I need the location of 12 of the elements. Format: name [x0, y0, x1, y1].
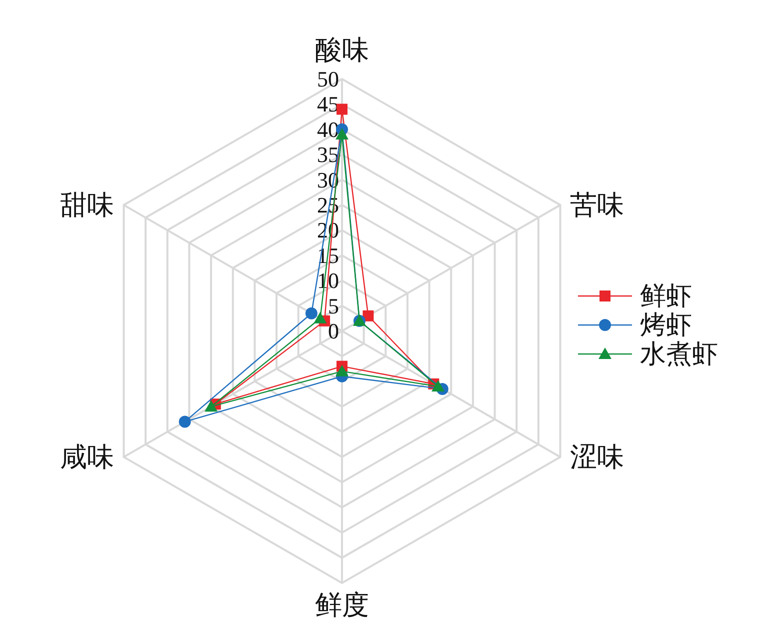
legend-label: 水煮虾 [640, 340, 718, 368]
legend-label: 烤虾 [640, 310, 692, 340]
spoke-label: 咸味 [60, 442, 114, 472]
legend-label: 鲜虾 [640, 282, 692, 310]
spoke-label: 鲜度 [315, 590, 369, 620]
y-tick-label: 5 [328, 293, 339, 318]
y-tick-label: 0 [328, 318, 339, 344]
spoke-label: 涩味 [570, 442, 624, 472]
spoke-label: 酸味 [315, 35, 369, 65]
spoke-label: 甜味 [60, 190, 114, 220]
y-tick-label: 50 [317, 66, 339, 92]
spoke-label: 苦味 [570, 190, 624, 220]
